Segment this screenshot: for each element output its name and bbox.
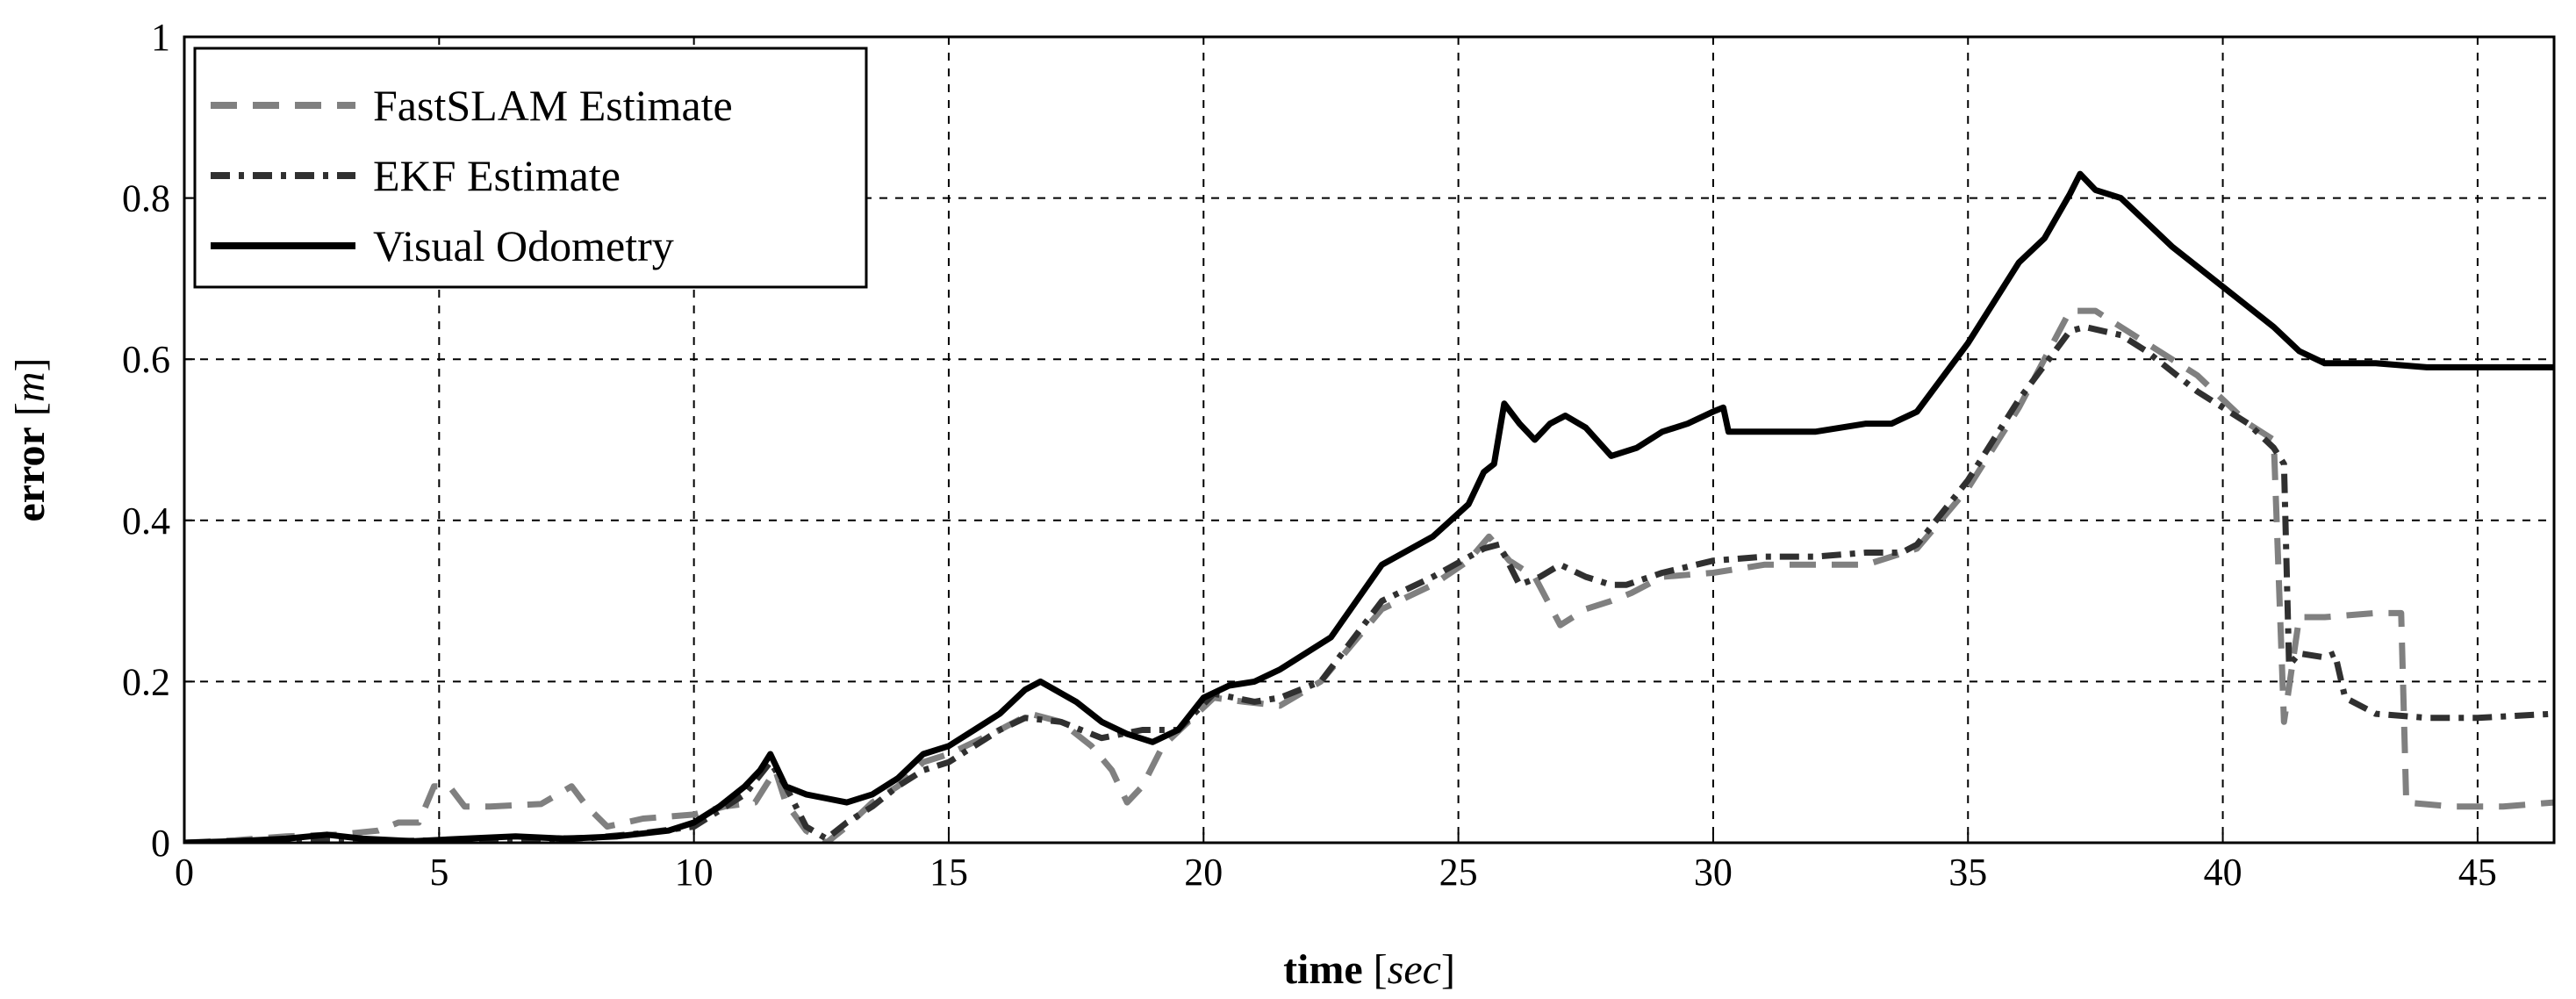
- x-tick-label: 45: [2458, 851, 2497, 894]
- legend-label-ekf: EKF Estimate: [373, 151, 621, 200]
- y-axis-unit: m: [7, 371, 54, 402]
- x-tick-label: 35: [1948, 851, 1987, 894]
- x-axis-label-open: [: [1363, 946, 1388, 993]
- x-tick-label: 25: [1439, 851, 1478, 894]
- y-axis-label-close: ]: [7, 358, 54, 372]
- legend-label-fastslam: FastSLAM Estimate: [373, 81, 733, 130]
- y-axis-label-main: error: [7, 427, 54, 521]
- x-tick-label: 15: [929, 851, 968, 894]
- legend: FastSLAM Estimate EKF Estimate Visual Od…: [193, 47, 868, 289]
- y-tick-label: 0.6: [122, 338, 170, 381]
- y-axis-label-open: [: [7, 402, 54, 427]
- y-tick-label: 0.4: [122, 500, 170, 543]
- x-tick-label: 30: [1694, 851, 1733, 894]
- y-tick-label: 1: [151, 16, 170, 59]
- series-line-1: [184, 324, 2554, 843]
- x-tick-label: 5: [429, 851, 448, 894]
- series-line-2: [184, 170, 2554, 843]
- x-tick-label: 0: [175, 851, 194, 894]
- y-tick-label: 0: [151, 822, 170, 865]
- y-tick-label: 0.8: [122, 177, 170, 220]
- x-axis-label-close: ]: [1441, 946, 1455, 993]
- series-lines: [184, 170, 2554, 843]
- legend-label-visual-odometry: Visual Odometry: [373, 221, 674, 270]
- y-axis-label: error [m]: [7, 358, 54, 522]
- plot-frame: [183, 35, 2556, 844]
- grid-lines: [184, 37, 2554, 843]
- series-line-0: [184, 307, 2554, 843]
- x-axis-label-main: time: [1283, 946, 1363, 993]
- x-tick-label: 20: [1184, 851, 1223, 894]
- x-axis-label: time [sec]: [1283, 946, 1455, 993]
- axis-ticks: 0 5 10 15 20 25 30 35 40 45 0 0.2 0.4 0.6 0.8 1: [122, 16, 2497, 894]
- y-tick-label: 0.2: [122, 660, 170, 703]
- x-axis-unit: sec: [1388, 946, 1441, 993]
- x-tick-label: 10: [675, 851, 714, 894]
- x-tick-label: 40: [2204, 851, 2242, 894]
